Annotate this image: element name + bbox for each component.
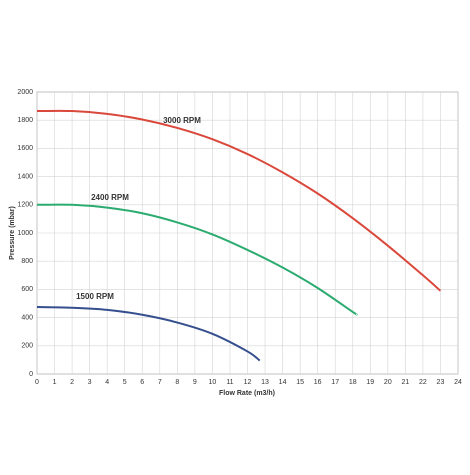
y-tick-label: 1400 bbox=[17, 173, 33, 180]
series-line bbox=[36, 203, 358, 316]
x-tick-label: 10 bbox=[209, 379, 217, 386]
series-label: 3000 RPM bbox=[163, 116, 201, 125]
x-tick-label: 22 bbox=[419, 379, 427, 386]
y-axis-label: Pressure (mbar) bbox=[9, 206, 16, 260]
x-tick-label: 3 bbox=[88, 379, 92, 386]
x-tick-label: 2 bbox=[70, 379, 74, 386]
x-tick-label: 20 bbox=[384, 379, 392, 386]
y-tick-label: 2000 bbox=[17, 89, 33, 96]
x-tick-label: 13 bbox=[261, 379, 269, 386]
y-tick-label: 0 bbox=[29, 371, 33, 378]
x-tick-label: 4 bbox=[105, 379, 109, 386]
x-tick-label: 14 bbox=[279, 379, 287, 386]
x-tick-label: 0 bbox=[35, 379, 39, 386]
x-axis-label: Flow Rate (m3/h) bbox=[219, 390, 275, 397]
x-tick-label: 11 bbox=[226, 379, 233, 386]
y-tick-label: 600 bbox=[21, 286, 33, 293]
series-line bbox=[36, 306, 261, 362]
y-tick-label: 1800 bbox=[17, 117, 33, 124]
y-tick-label: 1200 bbox=[17, 202, 33, 209]
x-tick-label: 17 bbox=[331, 379, 339, 386]
x-tick-label: 6 bbox=[140, 379, 144, 386]
x-tick-label: 21 bbox=[401, 379, 409, 386]
x-tick-label: 12 bbox=[244, 379, 252, 386]
x-tick-label: 8 bbox=[175, 379, 179, 386]
x-tick-label: 23 bbox=[437, 379, 445, 386]
x-tick-label: 15 bbox=[296, 379, 304, 386]
x-tick-label: 1 bbox=[53, 379, 57, 386]
x-tick-label: 18 bbox=[349, 379, 357, 386]
x-tick-label: 7 bbox=[158, 379, 162, 386]
series-label: 2400 RPM bbox=[91, 193, 129, 202]
x-tick-label: 5 bbox=[123, 379, 127, 386]
series-line bbox=[36, 109, 442, 292]
series-label: 1500 RPM bbox=[76, 292, 114, 301]
y-tick-label: 200 bbox=[21, 343, 33, 350]
y-tick-label: 1000 bbox=[17, 230, 33, 237]
y-tick-label: 1600 bbox=[17, 145, 33, 152]
x-tick-label: 9 bbox=[193, 379, 197, 386]
x-tick-label: 19 bbox=[366, 379, 374, 386]
y-tick-label: 400 bbox=[21, 314, 33, 321]
y-tick-label: 800 bbox=[21, 258, 33, 265]
x-tick-label: 24 bbox=[454, 379, 462, 386]
x-tick-label: 16 bbox=[314, 379, 322, 386]
